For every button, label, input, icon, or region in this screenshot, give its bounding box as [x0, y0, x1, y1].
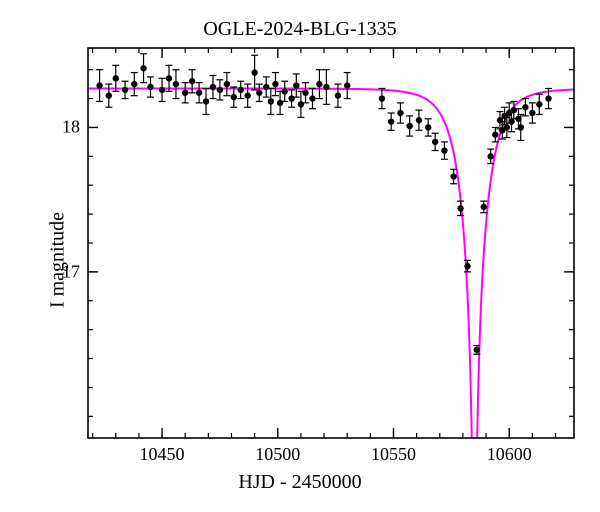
- data-point: [397, 110, 403, 116]
- data-point: [182, 90, 188, 96]
- data-point: [106, 92, 112, 98]
- data-point: [238, 87, 244, 93]
- data-point: [481, 204, 487, 210]
- data-point: [272, 81, 278, 87]
- data-point: [244, 92, 250, 98]
- data-point: [379, 95, 385, 101]
- data-point: [189, 78, 195, 84]
- data-point: [511, 107, 517, 113]
- data-point: [224, 81, 230, 87]
- data-point: [316, 81, 322, 87]
- data-point: [536, 101, 542, 107]
- data-point: [416, 117, 422, 123]
- data-point: [457, 205, 463, 211]
- data-point: [545, 95, 551, 101]
- data-point: [487, 153, 493, 159]
- data-point: [288, 95, 294, 101]
- data-point: [113, 75, 119, 81]
- data-point: [131, 81, 137, 87]
- data-point: [508, 118, 514, 124]
- x-tick-label: 10500: [255, 444, 300, 465]
- axis-frame: [88, 48, 574, 438]
- data-point: [268, 98, 274, 104]
- data-point: [263, 84, 269, 90]
- data-point: [388, 118, 394, 124]
- data-point: [529, 110, 535, 116]
- data-point: [309, 95, 315, 101]
- data-point: [282, 88, 288, 94]
- data-point: [217, 87, 223, 93]
- data-point: [256, 90, 262, 96]
- data-point: [203, 98, 209, 104]
- data-point: [147, 84, 153, 90]
- y-tick-label: 18: [56, 117, 80, 138]
- data-point: [432, 139, 438, 145]
- x-tick-label: 10550: [371, 444, 416, 465]
- data-point: [302, 90, 308, 96]
- data-point: [441, 147, 447, 153]
- data-point: [464, 263, 470, 269]
- data-point: [96, 82, 102, 88]
- data-point: [166, 75, 172, 81]
- data-point: [344, 82, 350, 88]
- data-point: [474, 347, 480, 353]
- data-point: [196, 90, 202, 96]
- data-point: [518, 124, 524, 130]
- y-tick-label: 17: [56, 261, 80, 282]
- data-point: [277, 100, 283, 106]
- data-point: [122, 87, 128, 93]
- data-point: [173, 81, 179, 87]
- data-point: [210, 84, 216, 90]
- data-point: [406, 123, 412, 129]
- x-tick-label: 10600: [487, 444, 532, 465]
- x-tick-label: 10450: [140, 444, 185, 465]
- data-point: [251, 69, 257, 75]
- data-point: [159, 87, 165, 93]
- plot-svg: [0, 0, 600, 512]
- data-point: [492, 131, 498, 137]
- data-point: [335, 92, 341, 98]
- data-point: [450, 173, 456, 179]
- data-point: [323, 84, 329, 90]
- data-point: [522, 104, 528, 110]
- data-point: [231, 94, 237, 100]
- data-point: [298, 101, 304, 107]
- data-point: [140, 65, 146, 71]
- data-point: [504, 124, 510, 130]
- data-point: [293, 82, 299, 88]
- data-point: [425, 124, 431, 130]
- chart-container: { "chart": { "type": "scatter-with-model…: [0, 0, 600, 512]
